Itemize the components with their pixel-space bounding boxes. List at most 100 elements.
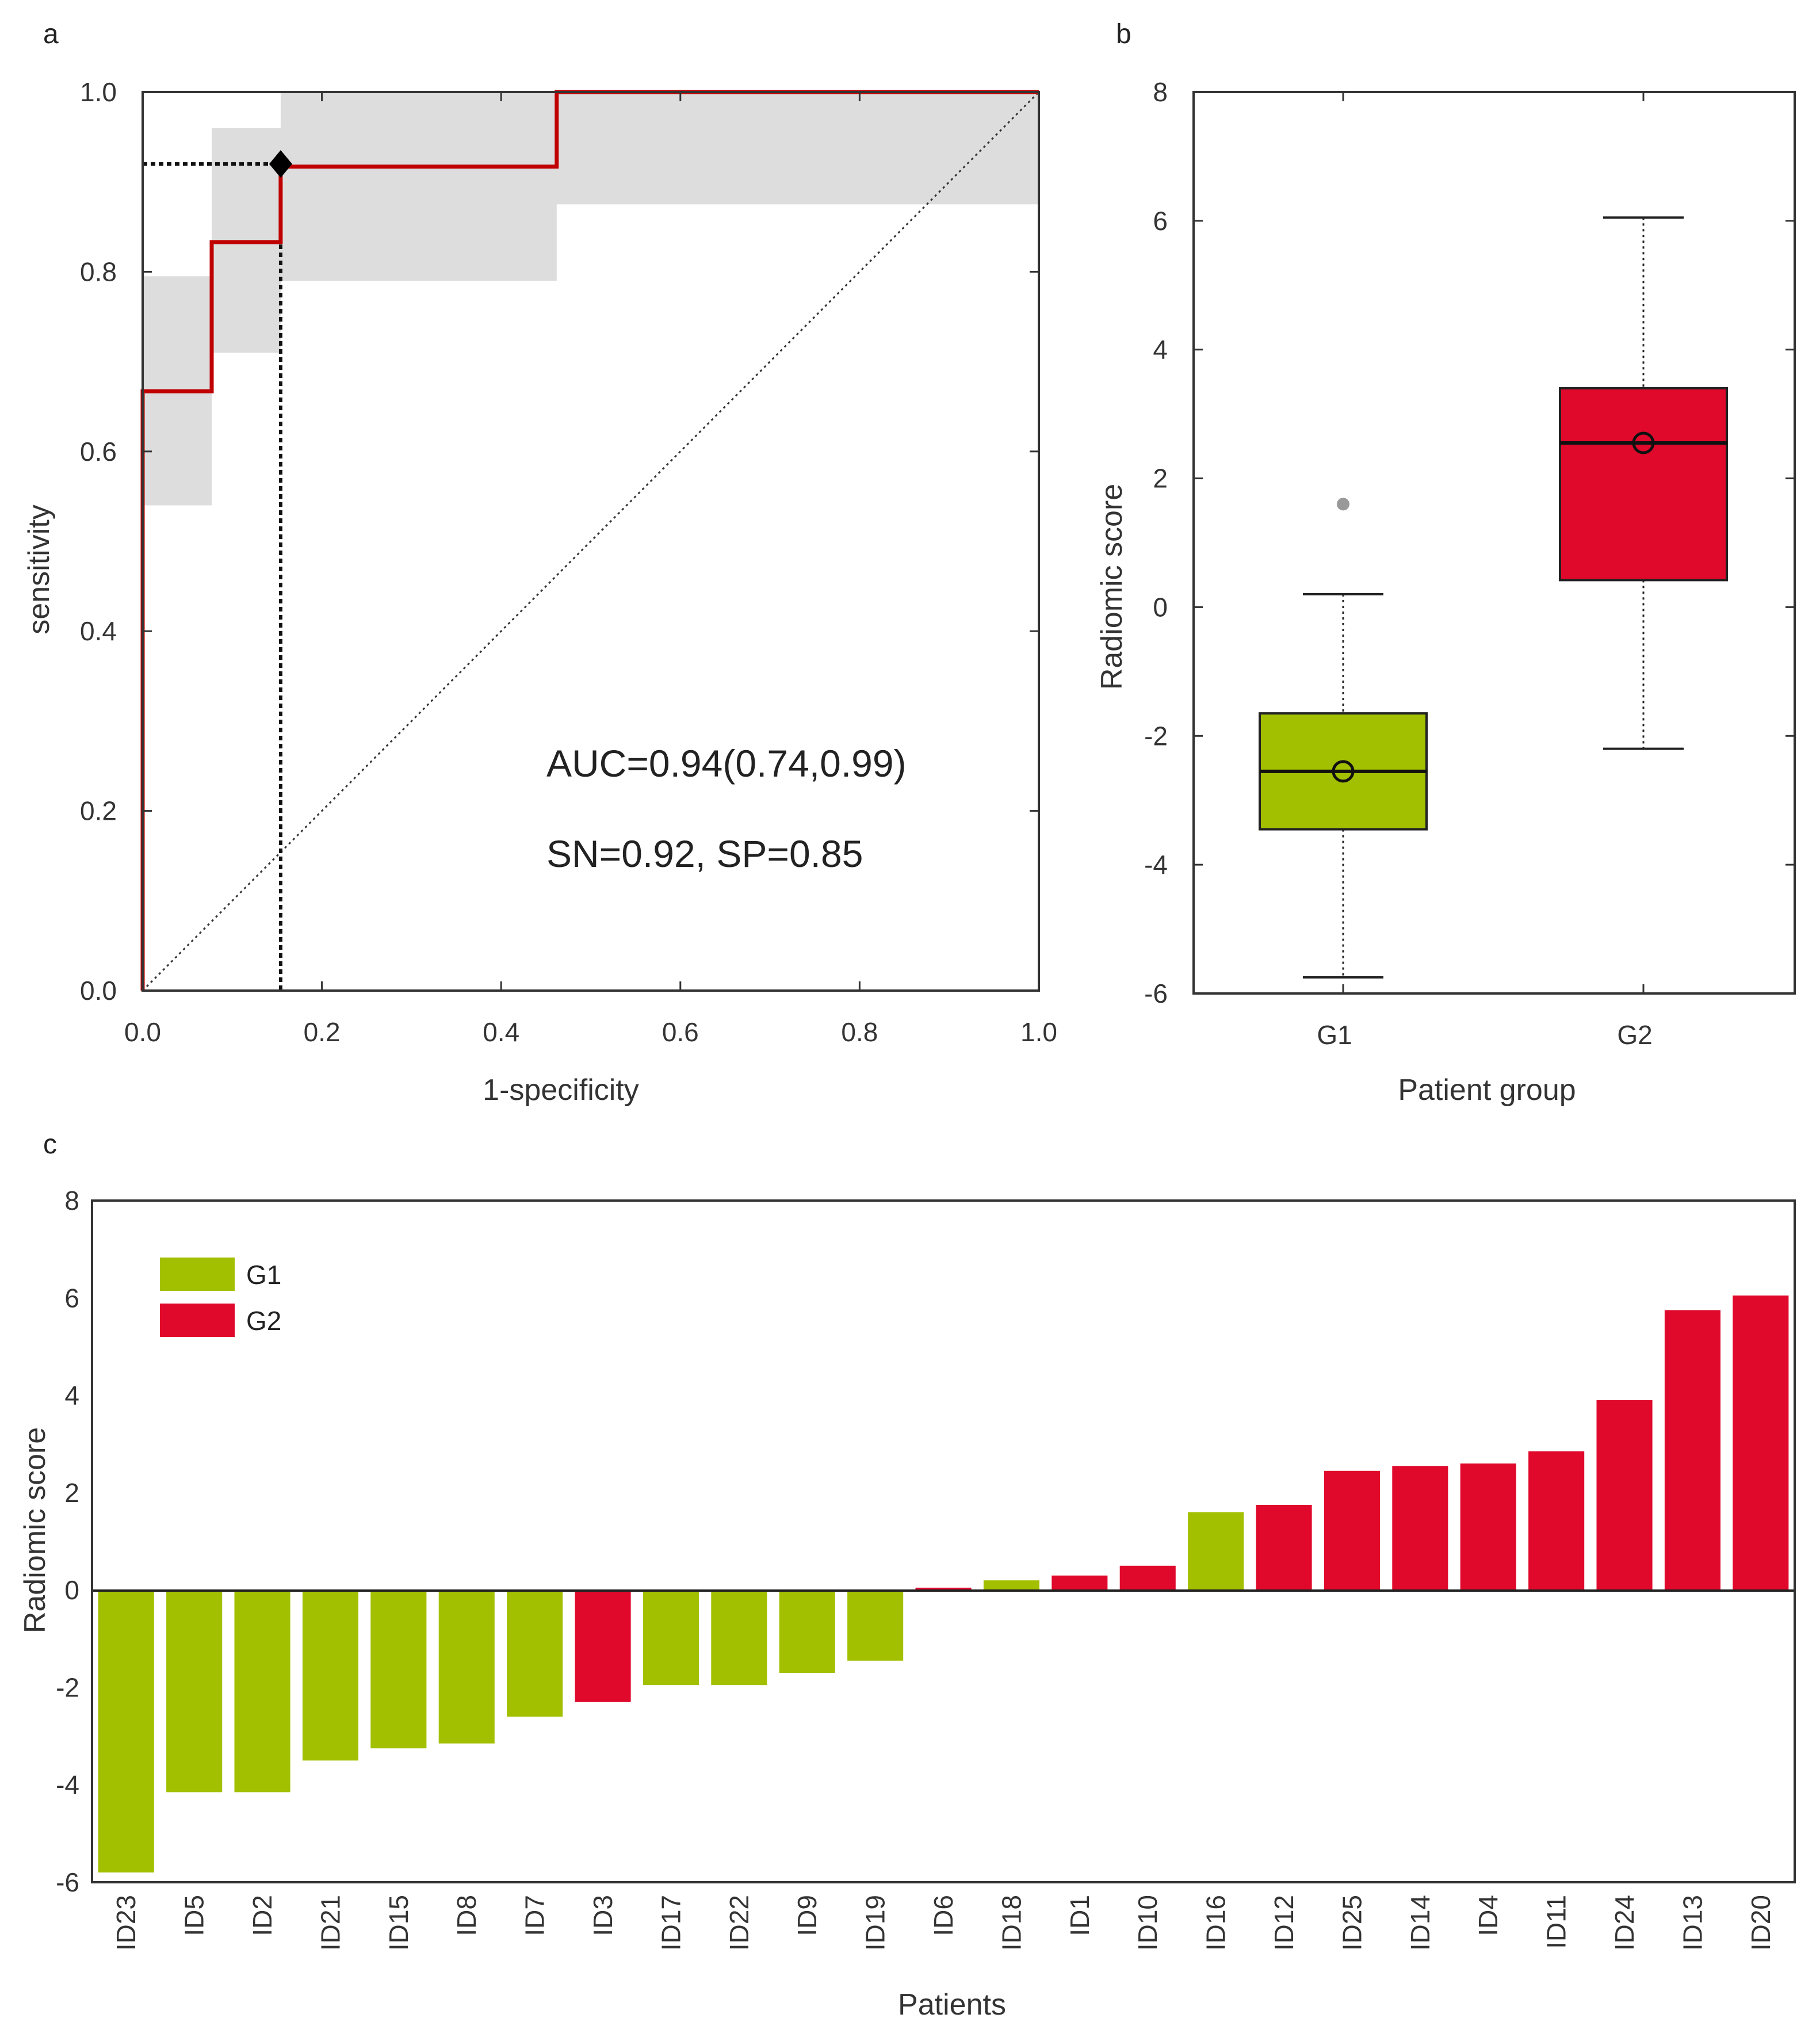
y-tick-label: -6 bbox=[56, 1867, 79, 1897]
bar-id19 bbox=[847, 1590, 904, 1661]
x-tick-label: ID8 bbox=[452, 1895, 481, 1936]
y-tick-label: -2 bbox=[56, 1672, 79, 1702]
y-tick-label: 0.4 bbox=[80, 616, 117, 646]
bar-id18 bbox=[983, 1580, 1039, 1591]
x-axis-title: Patient group bbox=[1398, 1073, 1576, 1107]
bar-id16 bbox=[1188, 1512, 1244, 1591]
mean-marker bbox=[1332, 760, 1355, 783]
x-tick-label: ID2 bbox=[247, 1895, 277, 1936]
y-tick-label: 2 bbox=[1153, 464, 1168, 494]
y-axis-title: Radiomic score bbox=[18, 1427, 52, 1633]
y-axis-ticks: -6 -4 -2 0 2 4 6 8 bbox=[56, 1186, 79, 1897]
roc-curve-line bbox=[140, 90, 1039, 991]
x-tick-label: ID11 bbox=[1542, 1895, 1572, 1949]
x-tick-label: ID6 bbox=[928, 1895, 958, 1936]
x-axis-title: 1-specificity bbox=[483, 1073, 639, 1107]
x-tick-label: ID22 bbox=[724, 1895, 754, 1951]
y-tick-label: 8 bbox=[64, 1186, 79, 1216]
x-tick-label: 1.0 bbox=[1020, 1017, 1057, 1047]
outlier-point bbox=[1337, 498, 1349, 511]
x-tick-label: 0.6 bbox=[662, 1017, 699, 1047]
y-tick-label: 8 bbox=[1153, 77, 1168, 107]
x-tick-label: ID21 bbox=[315, 1895, 345, 1951]
x-tick-label: 0.2 bbox=[304, 1017, 341, 1047]
bar-id4 bbox=[1460, 1463, 1516, 1591]
bar-id21 bbox=[302, 1590, 358, 1761]
bars bbox=[98, 1295, 1789, 1872]
box-g2 bbox=[1559, 387, 1728, 582]
x-tick-label: ID16 bbox=[1201, 1895, 1231, 1951]
bar-id15 bbox=[370, 1590, 427, 1749]
bar-id22 bbox=[711, 1590, 767, 1686]
x-axis-ticks: ID23 ID5 ID2 ID21 ID15 ID8 ID7 ID3 ID17 ID22 ID9 ID… bbox=[111, 1895, 1776, 1951]
x-tick-label: ID20 bbox=[1746, 1895, 1776, 1951]
x-tick-label: ID15 bbox=[384, 1895, 414, 1951]
y-tick-label: 0.6 bbox=[80, 437, 117, 467]
x-tick-label: ID1 bbox=[1065, 1895, 1095, 1936]
legend: G1 G2 bbox=[160, 1258, 281, 1337]
chance-line bbox=[142, 91, 1040, 992]
panel-b-boxplot: b -6 -4 -2 0 2 4 6 8 G1 G2 Patient group Radiomi… bbox=[1095, 19, 1796, 1107]
x-tick-label: G1 bbox=[1317, 1020, 1352, 1050]
confidence-band-area bbox=[143, 92, 1039, 506]
x-tick-label: ID13 bbox=[1677, 1895, 1707, 1951]
x-tick-label: ID12 bbox=[1269, 1895, 1299, 1951]
bar-id1 bbox=[1052, 1575, 1108, 1591]
bar-id7 bbox=[507, 1590, 563, 1717]
x-tick-label: ID3 bbox=[588, 1895, 618, 1936]
y-tick-label: 6 bbox=[1153, 206, 1168, 236]
y-axis-ticks: 0.0 0.2 0.4 0.6 0.8 1.0 bbox=[80, 77, 1039, 1006]
x-tick-label: ID24 bbox=[1609, 1895, 1639, 1951]
bar-id20 bbox=[1733, 1295, 1789, 1591]
y-tick-label: 0.8 bbox=[80, 257, 117, 286]
x-tick-label: 0.4 bbox=[483, 1017, 519, 1047]
legend-swatch-g2 bbox=[160, 1304, 235, 1337]
x-tick-label: ID5 bbox=[179, 1895, 209, 1936]
x-tick-label: ID18 bbox=[996, 1895, 1026, 1951]
y-axis-ticks: -6 -4 -2 0 2 4 6 8 bbox=[1144, 77, 1795, 1008]
bar-id13 bbox=[1664, 1310, 1720, 1591]
bar-id10 bbox=[1119, 1565, 1176, 1591]
y-tick-label: 0.0 bbox=[80, 976, 117, 1006]
plot-frame-c bbox=[91, 1199, 1796, 1883]
legend-label-g2: G2 bbox=[246, 1306, 281, 1336]
panel-b-label: b bbox=[1116, 19, 1131, 49]
y-tick-label: 2 bbox=[64, 1478, 79, 1508]
y-tick-label: -4 bbox=[56, 1770, 79, 1800]
bar-id11 bbox=[1528, 1451, 1585, 1591]
mean-marker bbox=[1632, 431, 1655, 454]
y-tick-label: 0.2 bbox=[80, 796, 117, 826]
bar-id25 bbox=[1324, 1470, 1380, 1591]
legend-label-g1: G1 bbox=[246, 1260, 281, 1290]
y-axis-title: Radiomic score bbox=[1095, 484, 1129, 690]
chance-diagonal bbox=[142, 91, 1040, 992]
y-axis-title: sensitivity bbox=[22, 505, 56, 634]
x-tick-label: ID23 bbox=[111, 1895, 141, 1951]
x-tick-label: G2 bbox=[1617, 1020, 1652, 1050]
x-tick-label: ID10 bbox=[1133, 1895, 1163, 1951]
operating-point-diamond bbox=[269, 150, 292, 178]
boxes bbox=[1259, 216, 1728, 979]
x-tick-label: ID17 bbox=[656, 1895, 686, 1951]
roc-curve bbox=[140, 90, 1039, 991]
x-tick-label: ID19 bbox=[861, 1895, 890, 1951]
plot-frame-a bbox=[142, 91, 1040, 992]
y-tick-label: -2 bbox=[1144, 721, 1168, 751]
y-tick-label: 6 bbox=[64, 1283, 79, 1313]
y-tick-label: 0 bbox=[1153, 592, 1168, 622]
y-tick-label: 4 bbox=[64, 1381, 79, 1411]
x-tick-label: ID14 bbox=[1405, 1895, 1435, 1951]
x-tick-label: ID9 bbox=[792, 1895, 822, 1936]
sn-sp-annotation: SN=0.92, SP=0.85 bbox=[546, 832, 863, 875]
bar-id2 bbox=[234, 1590, 290, 1793]
x-axis-ticks: G1 G2 bbox=[1317, 92, 1653, 1050]
auc-annotation: AUC=0.94(0.74,0.99) bbox=[546, 742, 907, 785]
y-tick-label: 1.0 bbox=[80, 77, 117, 107]
x-tick-label: ID25 bbox=[1337, 1895, 1367, 1951]
plot-frame-b bbox=[1192, 91, 1796, 995]
y-tick-label: 0 bbox=[64, 1575, 79, 1605]
bar-id23 bbox=[98, 1590, 154, 1872]
x-tick-label: ID7 bbox=[520, 1895, 550, 1936]
